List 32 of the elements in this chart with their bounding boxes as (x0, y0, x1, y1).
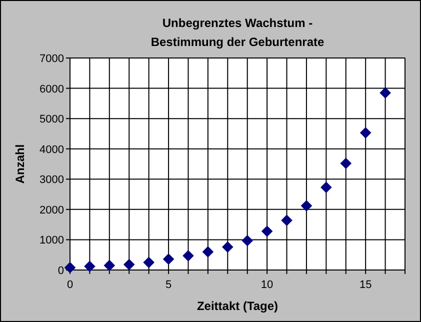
point (360, 127, 372, 138)
x-tick-label: 0 (66, 279, 74, 291)
x-tick-label: 5 (165, 279, 172, 291)
y-tick-label: 0 (58, 265, 64, 277)
point (162, 253, 174, 265)
y-axis-title: Anzahl (13, 144, 27, 184)
point (222, 241, 234, 253)
y-tick-label: 2000 (40, 204, 64, 216)
point (84, 260, 96, 272)
point (123, 258, 135, 270)
point (143, 256, 154, 268)
y-tick-label: 6000 (40, 83, 64, 96)
point (104, 260, 116, 272)
point (300, 200, 312, 212)
y-tick-label: 4000 (40, 144, 64, 156)
y-tick-label: 3000 (40, 174, 64, 186)
y-tick-label: 5000 (40, 114, 64, 126)
y-tick-label: 7000 (40, 53, 64, 65)
y-tick-label: 1000 (40, 234, 64, 247)
point (261, 226, 273, 237)
point (281, 214, 292, 226)
x-tick-label: 15 (359, 279, 372, 291)
point (340, 158, 352, 170)
point (182, 250, 194, 262)
point (380, 87, 391, 98)
chart-title: Unbegrenztes Wachstum - Bestimmung der Geburtenrate (150, 16, 325, 49)
point (242, 234, 254, 246)
point (202, 246, 214, 258)
point (320, 182, 332, 193)
point (64, 262, 76, 274)
x-axis-title: Zeittakt (Tage) (196, 299, 278, 313)
x-tick-label: 10 (260, 279, 274, 291)
